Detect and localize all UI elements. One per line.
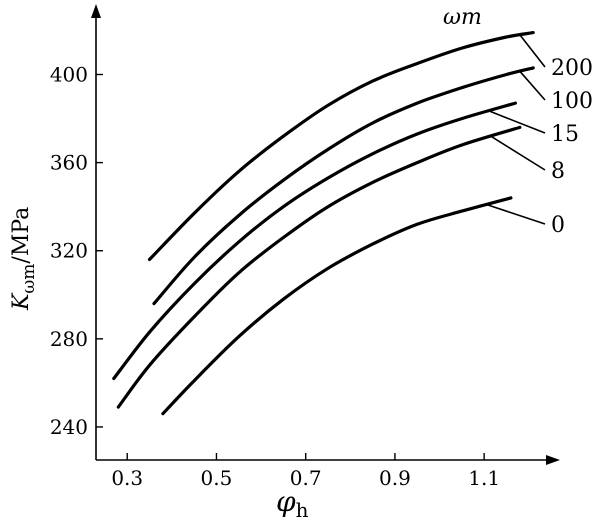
series-line-15 [112,101,517,381]
x-axis-label: φh [276,485,309,522]
series-label-8: 8 [551,159,565,184]
y-ticks: 240 280 320 360 400 [50,62,103,439]
x-tick-label: 0.9 [379,466,411,490]
series-label-15: 15 [551,122,579,147]
y-axis-label: Kωm/MPa [9,207,39,311]
series-label-100: 100 [551,89,593,114]
axes [91,4,560,465]
y-tick-label: 360 [50,151,88,175]
x-ticks: 0.3 0.5 0.7 0.9 1.1 [111,453,500,490]
series-leaders [486,34,546,225]
x-tick-label: 0.5 [201,466,233,490]
series-label-200: 200 [551,56,593,81]
series-leader-0 [486,203,546,225]
y-axis-label-unit: /MPa [9,207,34,264]
y-axis-arrow [91,4,101,18]
series-line-200 [147,31,535,262]
series-label-0: 0 [551,213,565,238]
x-tick-label: 0.3 [111,466,143,490]
y-tick-label: 320 [50,239,88,263]
series-line-100 [152,66,535,306]
legend-title: ωm [443,5,482,30]
y-tick-label: 400 [50,62,88,86]
series-labels: 200 100 15 8 0 [551,56,593,238]
y-tick-label: 240 [50,415,88,439]
x-axis-label-subscript: h [296,498,309,522]
series-leader-100 [519,70,546,101]
series-leader-15 [488,110,546,134]
x-tick-label: 1.1 [468,466,500,490]
x-tick-label: 0.7 [290,466,322,490]
series-curves [112,31,535,416]
y-axis-label-subscript: ωm [19,264,39,294]
series-line-8 [116,125,522,409]
x-axis-label-main: φ [276,485,296,518]
series-leader-200 [519,34,546,68]
y-axis-label-main: K [9,292,34,311]
series-line-0 [161,196,513,416]
series-leader-8 [490,135,546,171]
x-axis-arrow [546,455,560,465]
y-tick-label: 280 [50,327,88,351]
